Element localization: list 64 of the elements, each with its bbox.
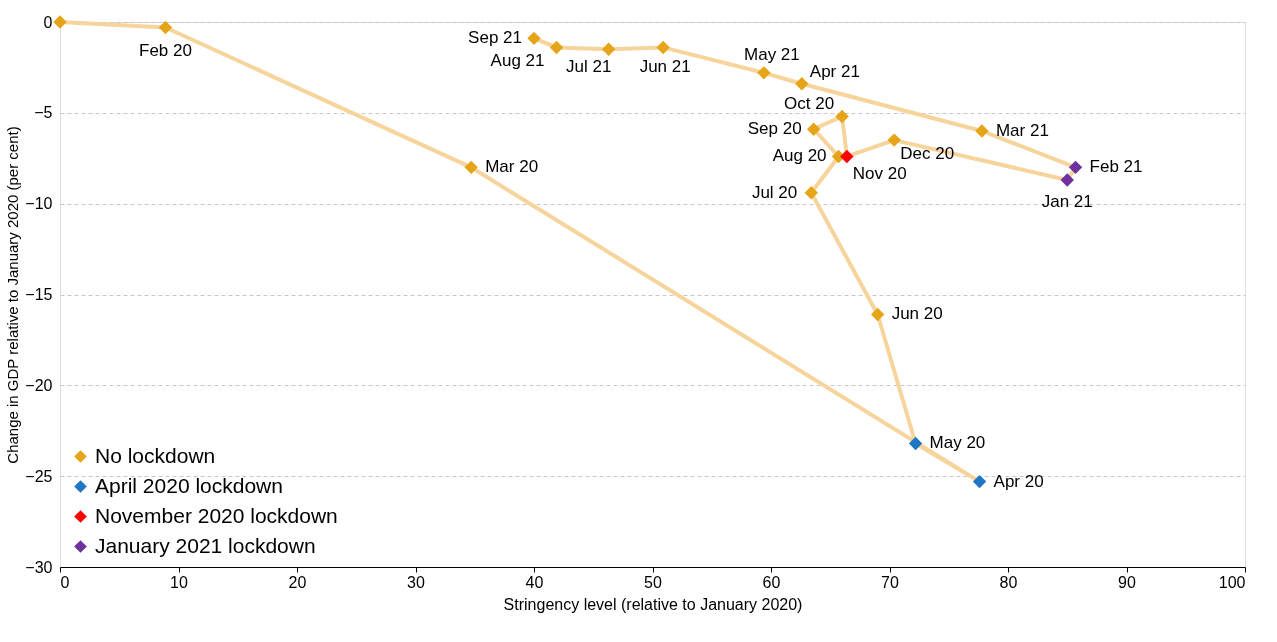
annotation: Nov 20	[852, 164, 907, 184]
x-tick-label: 40	[525, 573, 544, 591]
point	[601, 42, 616, 56]
annotation: Feb 21	[1089, 157, 1143, 177]
y-tick-label: −20	[25, 376, 53, 394]
point	[656, 40, 670, 55]
x-tick-label: 10	[170, 573, 188, 591]
point	[464, 160, 478, 175]
annotation: May 21	[744, 44, 800, 64]
point	[908, 436, 923, 451]
legend-label: November 2020 lockdown	[95, 503, 338, 527]
x-tick-label: 0	[60, 573, 70, 591]
annotation: Apr 21	[809, 61, 860, 81]
point	[975, 124, 989, 138]
y-tick-label: −30	[25, 558, 53, 576]
annotation: Jun 20	[891, 304, 943, 324]
annotation: Dec 20	[900, 144, 955, 164]
x-tick-label: 90	[1118, 573, 1136, 591]
annotation: Mar 21	[995, 121, 1049, 140]
legend-label: No lockdown	[95, 443, 216, 467]
legend-label: January 2021 lockdown	[95, 533, 316, 557]
point	[870, 307, 885, 322]
annotation: Mar 20	[485, 157, 539, 177]
annotation: May 20	[929, 433, 986, 453]
annotation: Jul 21	[565, 57, 612, 77]
annotation: Jun 21	[639, 57, 691, 77]
point	[757, 66, 771, 80]
point	[158, 20, 173, 35]
x-axis-title: Stringency level (relative to January 2020)	[503, 595, 803, 613]
point	[972, 474, 987, 489]
annotation: Jan 21	[1041, 192, 1093, 212]
x-tick-label: 60	[762, 573, 781, 591]
x-tick-label: 100	[1218, 573, 1246, 591]
point	[835, 109, 849, 124]
point	[795, 77, 809, 91]
point	[549, 40, 564, 55]
annotation: Aug 21	[490, 51, 545, 71]
point	[53, 15, 67, 29]
y-tick-label: −10	[25, 195, 53, 213]
y-tick-label: 0	[43, 13, 53, 31]
y-tick-label: −15	[25, 286, 53, 303]
point	[840, 149, 854, 164]
annotation: Sep 21	[468, 28, 522, 48]
x-tick-label: 50	[644, 573, 662, 591]
point	[806, 122, 821, 136]
point	[887, 133, 901, 147]
point	[1060, 173, 1074, 187]
point	[804, 186, 818, 200]
annotation: Apr 20	[993, 471, 1044, 491]
point	[527, 31, 541, 46]
point	[1068, 160, 1083, 175]
x-tick-label: 70	[881, 573, 899, 591]
annotation: Feb 20	[139, 41, 192, 61]
y-axis-title: Change in GDP relative to January 2020 (per cent)	[4, 126, 22, 464]
x-tick-label: 30	[407, 573, 425, 591]
annotation: Aug 20	[772, 146, 827, 166]
annotation: Sep 20	[747, 119, 802, 139]
annotation: Jul 20	[751, 182, 798, 202]
y-tick-label: −25	[25, 467, 53, 485]
legend-label: April 2020 lockdown	[95, 473, 283, 497]
y-tick-label: −5	[34, 104, 53, 122]
annotation: Oct 20	[784, 94, 835, 114]
x-tick-label: 20	[288, 573, 307, 591]
x-tick-label: 80	[999, 573, 1018, 591]
